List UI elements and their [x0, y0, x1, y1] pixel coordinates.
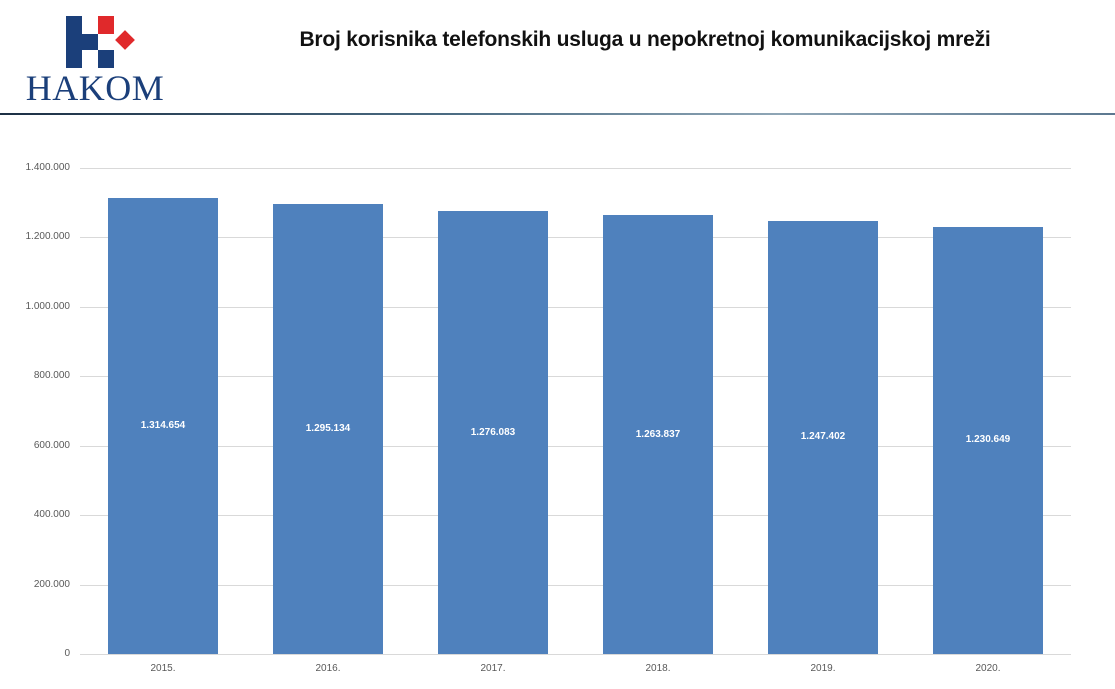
bar-2018: [603, 215, 713, 654]
bar-value-label: 1.247.402: [800, 431, 846, 443]
x-axis-tick-label: 2019.: [810, 663, 836, 674]
y-axis-tick-label: 0: [64, 648, 70, 659]
bar-value-label: 1.295.134: [305, 423, 351, 435]
y-axis-tick-label: 800.000: [33, 370, 70, 382]
hakom-logo-icon: [66, 16, 135, 68]
gridline: [80, 306, 1071, 308]
gridline: [80, 654, 1071, 655]
bar-value-label: 1.230.649: [965, 434, 1011, 446]
x-axis-tick-label: 2020.: [975, 663, 1001, 674]
y-axis-tick-label: 1.200.000: [25, 231, 71, 243]
gridline: [80, 584, 1071, 586]
page-title: Broj korisnika telefonskih usluga u nepo…: [299, 28, 991, 51]
bar-2016: [273, 204, 383, 654]
gridline: [80, 445, 1071, 447]
y-axis-tick-label: 200.000: [33, 578, 70, 590]
x-axis-tick-label: 2018.: [645, 663, 671, 674]
logo-text: HAKOM: [25, 68, 165, 108]
gridline: [80, 168, 1071, 169]
gridline: [80, 237, 1071, 239]
bar-value-label: 1.276.083: [470, 426, 516, 438]
bar-value-label: 1.263.837: [635, 428, 681, 440]
bar-2020: [933, 226, 1043, 654]
y-axis-tick-label: 600.000: [33, 439, 70, 451]
x-axis-tick-label: 2016.: [315, 663, 341, 674]
bar-2019: [768, 220, 878, 654]
bar-2017: [438, 211, 548, 654]
x-axis-tick-label: 2017.: [480, 663, 506, 674]
y-axis-tick-label: 1.000.000: [25, 300, 71, 312]
bar-2015: [108, 197, 218, 654]
header-divider: [0, 113, 1115, 115]
y-axis-tick-label: 400.000: [33, 509, 70, 521]
x-axis-tick-label: 2015.: [150, 663, 176, 674]
y-axis-tick-label: 1.400.000: [25, 162, 71, 173]
bar-value-label: 1.314.654: [140, 419, 186, 431]
gridline: [80, 376, 1071, 378]
gridline: [80, 515, 1071, 517]
bar-chart: 0 200.000 400.000 600.000 800.000 1.000.000 1.…: [0, 120, 1115, 689]
hakom-logo: HAKOM: [24, 14, 166, 108]
